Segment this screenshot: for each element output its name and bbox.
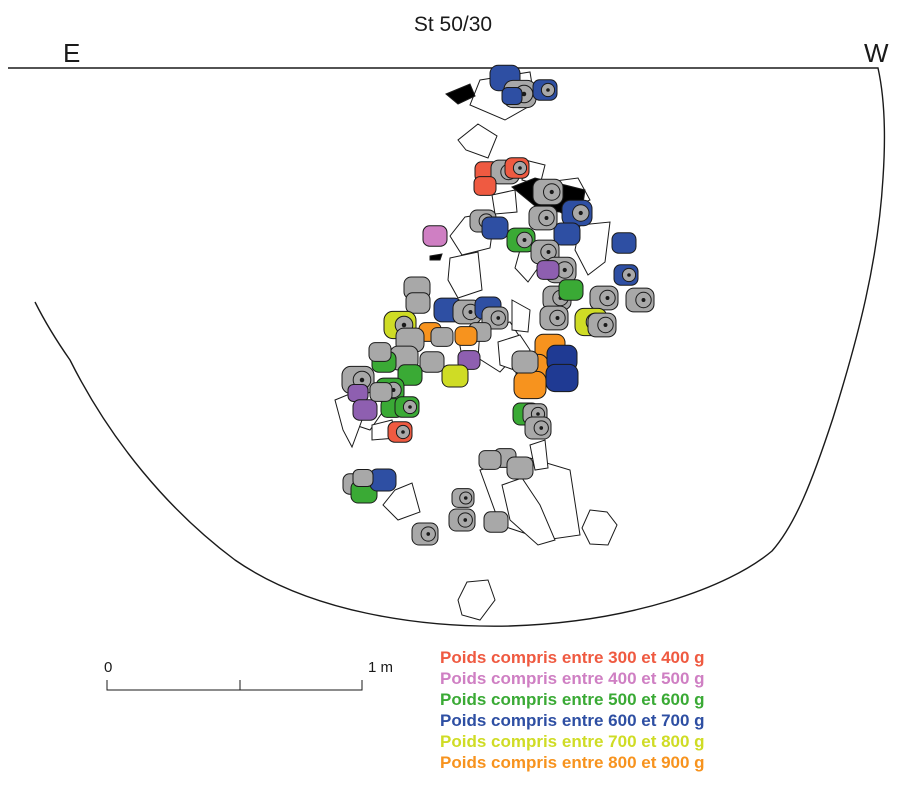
loom-weight-unweighed-72 bbox=[448, 508, 476, 532]
loom-weight-unweighed-50 bbox=[511, 350, 539, 374]
loom-weight-unweighed-59 bbox=[369, 382, 393, 402]
loom-weight-800-900-47 bbox=[513, 370, 547, 400]
loom-weight-unweighed-37 bbox=[430, 327, 454, 347]
loom-weight-600-700-10 bbox=[561, 199, 593, 227]
archaeological-features bbox=[334, 64, 655, 621]
loom-weight-600-700-14 bbox=[481, 216, 509, 240]
loom-weight-purple-58 bbox=[352, 399, 378, 421]
legend-item-500-600: Poids compris entre 500 et 600 g bbox=[440, 690, 705, 709]
scale-bar bbox=[106, 680, 363, 691]
loom-weight-purple-54 bbox=[347, 384, 369, 402]
stone-2 bbox=[457, 123, 498, 159]
loom-weight-800-900-38 bbox=[454, 326, 478, 346]
loom-weight-500-600-24 bbox=[558, 279, 584, 301]
legend-item-700-800: Poids compris entre 700 et 800 g bbox=[440, 732, 705, 751]
loom-weight-300-400-8 bbox=[473, 176, 497, 196]
legend-item-600-700: Poids compris entre 600 et 700 g bbox=[440, 711, 705, 730]
stone-17 bbox=[382, 482, 421, 521]
loom-weight-600-700-4 bbox=[501, 87, 523, 105]
loom-weight-600-700-dark-49 bbox=[545, 363, 579, 393]
loom-weight-300-400-7 bbox=[504, 157, 530, 179]
scale-start-label: 0 bbox=[104, 659, 112, 676]
loom-weight-600-700-69 bbox=[369, 468, 397, 492]
loom-weight-unweighed-20 bbox=[625, 287, 655, 313]
loom-weight-unweighed-28 bbox=[587, 312, 617, 338]
loom-weight-unweighed-25 bbox=[589, 285, 619, 311]
stone-12 bbox=[511, 299, 531, 333]
loom-weight-unweighed-66 bbox=[506, 456, 534, 480]
orientation-east: E bbox=[63, 38, 80, 68]
loom-weight-unweighed-74 bbox=[483, 511, 509, 533]
loom-weight-unweighed-73 bbox=[411, 522, 439, 546]
stone-20 bbox=[529, 439, 549, 471]
loom-weight-500-600-16 bbox=[506, 227, 536, 253]
loom-weight-unweighed-26 bbox=[539, 305, 569, 331]
legend-item-300-400: Poids compris entre 300 et 400 g bbox=[440, 648, 705, 667]
weight-legend: Poids compris entre 300 et 400 g Poids c… bbox=[440, 647, 705, 773]
loom-weight-unweighed-30 bbox=[405, 292, 431, 314]
loom-weight-purple-51 bbox=[457, 350, 481, 370]
loom-weight-600-700-19 bbox=[613, 264, 639, 286]
loom-weight-unweighed-12 bbox=[528, 205, 558, 231]
loom-weight-600-700-11 bbox=[553, 222, 581, 246]
stone-7 bbox=[574, 221, 611, 276]
loom-weight-unweighed-75 bbox=[368, 342, 392, 362]
stone-21 bbox=[581, 509, 618, 546]
loom-weight-600-700-3 bbox=[532, 79, 558, 101]
loom-weight-unweighed-39 bbox=[419, 351, 445, 373]
loom-weight-unweighed-63 bbox=[524, 416, 552, 440]
stone-22 bbox=[457, 579, 496, 621]
loom-weight-500-600-44 bbox=[397, 364, 423, 386]
loom-weight-500-600-57 bbox=[394, 396, 420, 418]
loom-weight-unweighed-65 bbox=[478, 450, 502, 470]
dark-stone-3 bbox=[429, 253, 443, 261]
loom-weight-600-700-18 bbox=[611, 232, 637, 254]
dark-stone-1 bbox=[445, 83, 476, 105]
loom-weight-unweighed-70 bbox=[352, 469, 374, 487]
loom-weight-purple-22 bbox=[536, 260, 560, 280]
loom-weight-700-800-52 bbox=[441, 364, 469, 388]
legend-item-400-500: Poids compris entre 400 et 500 g bbox=[440, 669, 705, 688]
stone-8 bbox=[447, 251, 483, 299]
scale-end-label: 1 m bbox=[368, 659, 393, 676]
loom-weight-400-500-15 bbox=[422, 225, 448, 247]
loom-weight-unweighed-71 bbox=[451, 488, 475, 508]
plan-title: St 50/30 bbox=[414, 13, 492, 36]
stone-6 bbox=[491, 189, 518, 215]
pit-outline bbox=[8, 67, 886, 627]
loom-weight-unweighed-9 bbox=[532, 178, 564, 206]
orientation-west: W bbox=[864, 38, 889, 68]
loom-weight-300-400-60 bbox=[387, 421, 413, 443]
legend-item-800-900: Poids compris entre 800 et 900 g bbox=[440, 753, 705, 772]
